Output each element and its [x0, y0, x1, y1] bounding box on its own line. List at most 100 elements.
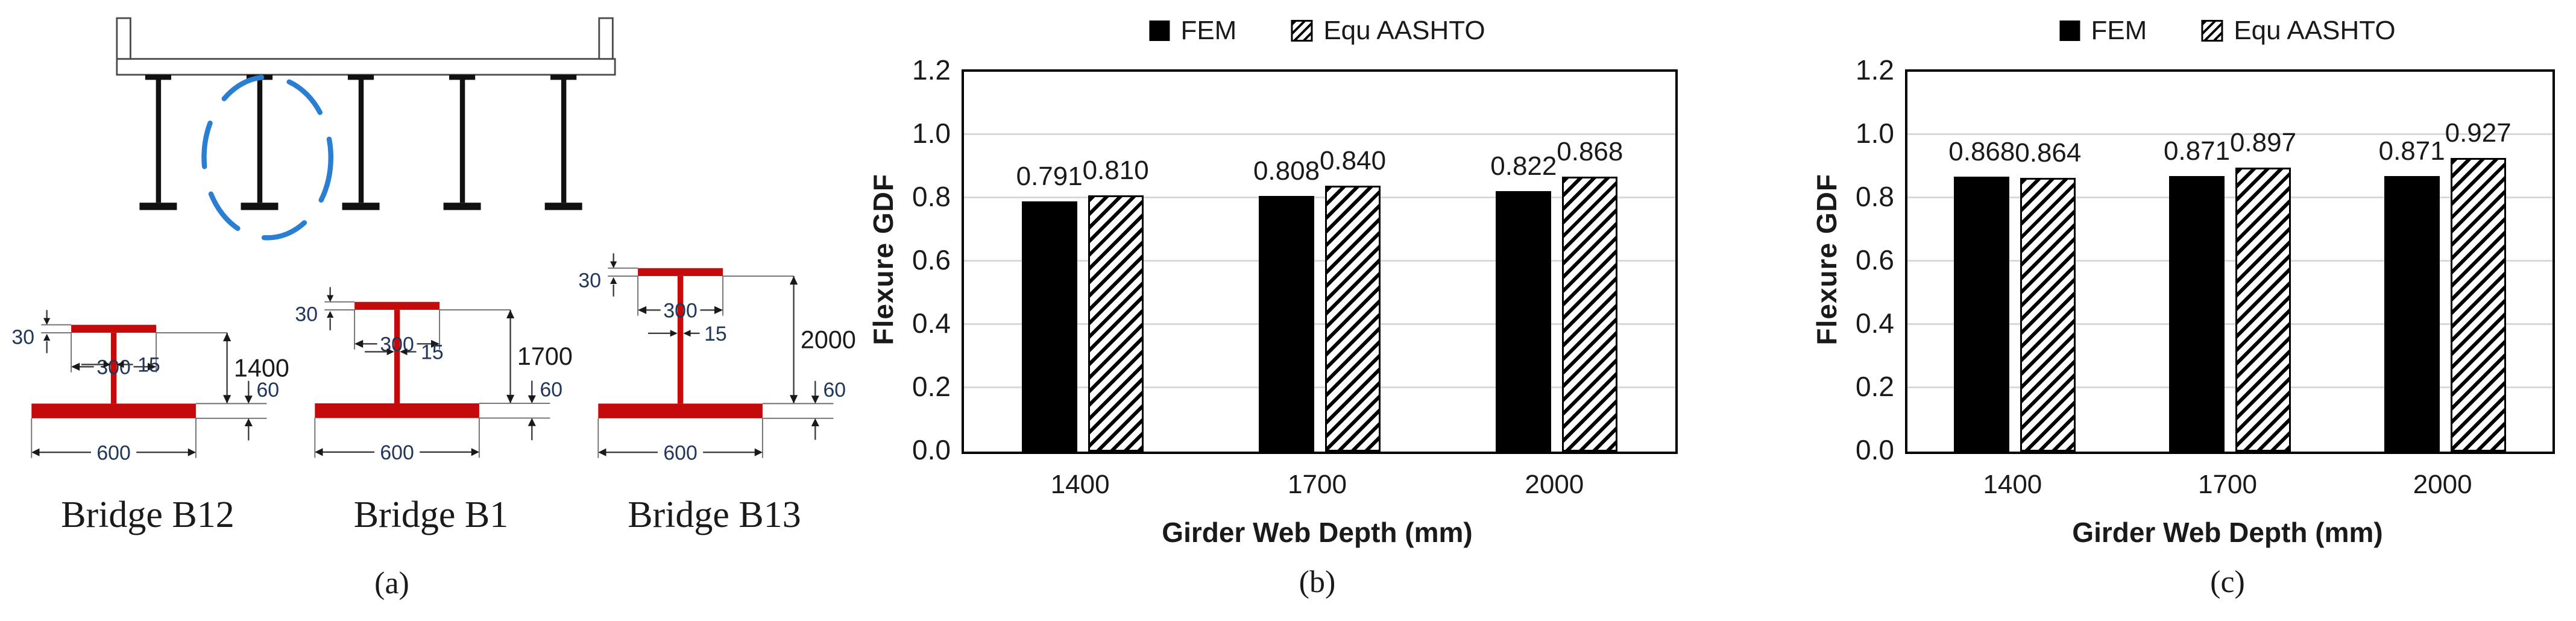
bar-value-label: 0.871 [2378, 136, 2445, 166]
legend-item-equ-aashto: Equ AASHTO [2201, 16, 2396, 46]
dim-web-thickness: 15 [704, 323, 727, 345]
dim-bottom-flange-thickness: 60 [540, 379, 562, 402]
girder-sections-row: 30 300 15 1400 [0, 247, 862, 537]
y-tick-label: 0.4 [912, 307, 951, 339]
bar-value-label: 0.808 [1253, 156, 1320, 186]
hatched-swatch-icon [1291, 20, 1313, 42]
dim-top-flange-width: 300 [96, 356, 130, 379]
gridline [964, 323, 1675, 325]
girder-section-diagram-b12: 30 300 15 1400 [11, 309, 289, 464]
y-tick-label: 0.6 [1856, 244, 1894, 276]
bar-value-label: 0.864 [2015, 138, 2082, 168]
dim-bottom-flange-width: 600 [96, 441, 130, 464]
y-tick-label: 0.8 [1856, 181, 1894, 212]
gridline [964, 386, 1675, 388]
legend-label: Equ AASHTO [1323, 16, 1485, 45]
panel-a: 30 300 15 1400 [0, 0, 862, 621]
x-tick-label: 1700 [2198, 470, 2257, 499]
hatched-swatch-icon [2201, 20, 2223, 42]
girder-2 [241, 74, 279, 210]
bar-value-label: 0.897 [2229, 128, 2297, 158]
bar-equ-aashto-1700 [2235, 168, 2291, 452]
dim-bottom-flange-width: 600 [663, 441, 697, 464]
panel-c: FEM Equ AASHTO Flexure GDF 0.868 0.864 0.87… [1730, 0, 2576, 621]
girder-section-b13: 30 300 15 2000 [573, 247, 856, 537]
bar-value-label: 0.840 [1319, 146, 1387, 175]
girder-1 [139, 74, 177, 210]
legend-label: FEM [1180, 16, 1237, 45]
panel-b: FEM Equ AASHTO Flexure GDF 0.791 0.810 0.80… [862, 0, 1730, 621]
bar-fem-1700 [2169, 175, 2225, 452]
y-tick-label: 0.0 [1856, 434, 1894, 465]
dim-top-flange-thickness: 30 [295, 303, 318, 326]
x-axis-title: Girder Web Depth (mm) [1162, 517, 1473, 548]
solid-swatch-icon [2059, 20, 2080, 41]
y-tick-label: 1.2 [912, 54, 951, 86]
gridline [1907, 386, 2552, 388]
x-tick-label: 2000 [2413, 470, 2472, 499]
gridline [964, 197, 1675, 198]
legend: FEM Equ AASHTO [2059, 16, 2396, 46]
y-tick-label: 0.2 [1856, 371, 1894, 402]
gridline [1907, 133, 2552, 135]
bar-value-label: 0.868 [1557, 137, 1623, 167]
dim-top-flange-width: 300 [663, 299, 697, 322]
x-tick-label: 1700 [1288, 470, 1347, 499]
bar-equ-aashto-1700 [1325, 186, 1381, 452]
bar-value-label: 0.927 [2445, 118, 2511, 148]
girder-name: Bridge B13 [628, 494, 801, 535]
x-tick-label: 2000 [1525, 470, 1584, 499]
bar-equ-aashto-1400 [2020, 178, 2076, 452]
dim-bottom-flange-thickness: 60 [256, 379, 279, 402]
legend-label: Equ AASHTO [2234, 16, 2396, 45]
bar-fem-2000 [1496, 191, 1552, 452]
y-tick-label: 0.4 [1856, 307, 1894, 339]
right-barrier [598, 17, 614, 60]
y-tick-label: 0.2 [912, 371, 951, 402]
girder-4 [443, 74, 481, 210]
dim-web-depth: 1700 [517, 342, 573, 370]
bar-equ-aashto-2000 [1562, 177, 1618, 452]
girder-section-diagram-b1: 30 300 15 1700 [295, 287, 573, 464]
legend: FEM Equ AASHTO [1149, 16, 1485, 46]
panel-caption-a: (a) [374, 566, 409, 601]
bar-fem-1700 [1259, 195, 1314, 452]
gridline [964, 133, 1675, 135]
y-tick-label: 1.2 [1856, 54, 1894, 86]
panel-caption-b: (b) [1299, 565, 1336, 599]
solid-swatch-icon [1149, 20, 1170, 41]
dim-top-flange-width: 300 [380, 333, 414, 356]
y-tick-label: 0.6 [912, 244, 951, 276]
plot-area: 0.868 0.864 0.871 0.897 0.871 0.927 [1905, 69, 2555, 454]
left-barrier [116, 17, 131, 60]
dim-bottom-flange-thickness: 60 [823, 379, 846, 402]
bar-value-label: 0.810 [1082, 155, 1149, 185]
bar-fem-2000 [2384, 175, 2440, 452]
dim-web-thickness: 15 [137, 353, 160, 376]
girder-5 [544, 74, 582, 210]
girder-name: Bridge B12 [61, 494, 235, 535]
plot-area: 0.791 0.810 0.808 0.840 0.822 0.868 [962, 69, 1678, 454]
bar-value-label: 0.791 [1016, 161, 1083, 191]
girder-section-diagram-b13: 30 300 15 2000 [578, 253, 856, 464]
legend-item-fem: FEM [2059, 16, 2147, 46]
dim-web-depth: 2000 [801, 326, 856, 353]
gridline [964, 260, 1675, 262]
bridge-cross-section-diagram [116, 17, 616, 241]
dim-top-flange-thickness: 30 [11, 326, 34, 348]
bar-equ-aashto-2000 [2450, 158, 2506, 452]
gridline [1907, 197, 2552, 198]
x-tick-label: 1400 [1050, 470, 1110, 499]
bar-value-label: 0.822 [1490, 151, 1557, 181]
highlight-circle-icon [201, 74, 334, 241]
x-axis-title: Girder Web Depth (mm) [2072, 517, 2383, 548]
girder-section-b1: 30 300 15 1700 [289, 280, 573, 537]
bar-fem-1400 [1021, 201, 1077, 452]
x-tick-label: 1400 [1983, 470, 2042, 499]
legend-label: FEM [2091, 16, 2147, 45]
bar-fem-1400 [1954, 177, 2010, 452]
y-tick-label: 0.0 [912, 434, 951, 465]
girder-name: Bridge B1 [353, 494, 509, 535]
dim-bottom-flange-width: 600 [380, 441, 414, 464]
